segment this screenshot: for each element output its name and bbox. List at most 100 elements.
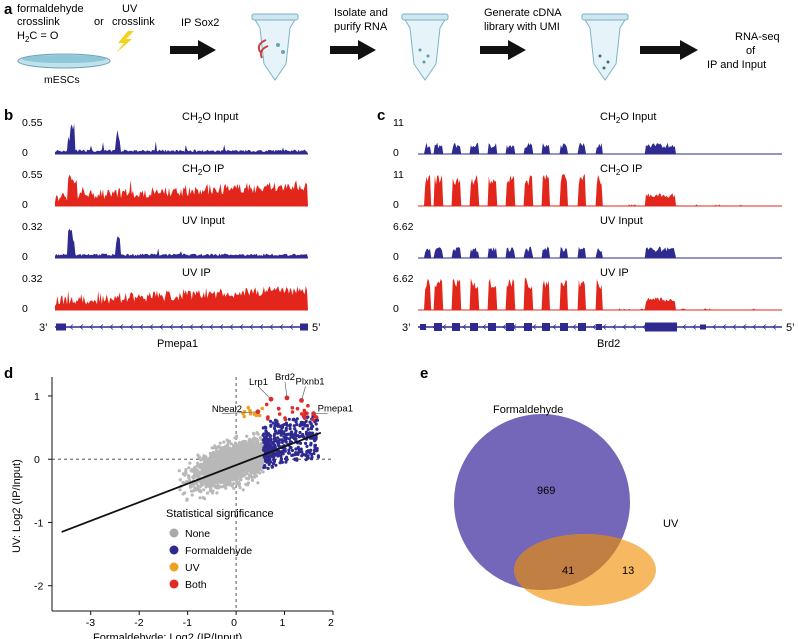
y-tick-label: 1	[34, 391, 40, 403]
gene-label-nbeal2: Nbeal2	[212, 404, 242, 415]
venn-count-uv-only: 13	[622, 565, 634, 577]
track-2: UV Input 0.32 0	[22, 215, 308, 263]
track-ymin: 0	[22, 147, 28, 159]
track-3: UV IP 6.62 0	[393, 267, 782, 315]
or-text: or	[94, 16, 104, 28]
track-ymin: 0	[393, 251, 399, 263]
arrow-4-icon	[640, 40, 698, 60]
track-1: CH2O IP 0.55 0	[22, 163, 308, 211]
track-2: UV Input 6.62 0	[393, 215, 782, 263]
y-tick-label: 0	[34, 454, 40, 466]
x-tick-label: -1	[183, 617, 192, 629]
arrow-3-icon	[480, 40, 526, 60]
gene-name: Brd2	[597, 338, 620, 350]
step-3-line-2: library with UMI	[484, 21, 560, 33]
panel-b-tracks: CH2O Input 0.55 0 CH2O IP 0.55 0 UV Input 0.32 0…	[22, 111, 321, 350]
track-title: UV Input	[600, 215, 643, 227]
x-tick-label: 1	[280, 617, 286, 629]
legend-entry-formaldehyde: Formaldehyde	[185, 545, 252, 557]
track-title: UV IP	[182, 267, 211, 279]
gene-label-plxnb1: Plxnb1	[296, 376, 325, 387]
venn-diagram: Formaldehyde UV 969 41 13	[454, 404, 679, 606]
track-ymin: 0	[22, 251, 28, 263]
uv-line-2: crosslink	[112, 16, 155, 28]
track-signal	[55, 123, 308, 154]
step-1-line-1: IP Sox2	[181, 17, 219, 29]
legend-swatch-none	[169, 528, 179, 538]
track-ymax: 6.62	[393, 273, 414, 285]
scatter-plot: -3 -2 -1 0 1 2 -2 -1 0 1 Formaldehyde: Log2 (IP/In…	[11, 372, 353, 639]
three-prime-label: 3’	[402, 322, 411, 334]
track-ymin: 0	[393, 199, 399, 211]
cells-label: mESCs	[44, 74, 80, 86]
formaldehyde-line-1: formaldehyde	[17, 3, 84, 15]
track-ymax: 0.32	[22, 221, 43, 233]
three-prime-label: 3’	[39, 322, 48, 334]
track-ymax: 0.55	[22, 169, 43, 181]
step-3-line-1: Generate cDNA	[484, 7, 562, 19]
track-title: UV Input	[182, 215, 225, 227]
panel-e-label: e	[420, 365, 428, 382]
formaldehyde-line-2: crosslink	[17, 16, 60, 28]
legend-swatch-both	[169, 579, 179, 589]
track-ymin: 0	[393, 147, 399, 159]
track-title: UV IP	[600, 267, 629, 279]
lightning-bolt-icon	[116, 31, 134, 53]
track-ymax: 6.62	[393, 221, 414, 233]
track-title: CH2O Input	[182, 111, 238, 125]
point-cloud	[177, 402, 320, 502]
track-ymin: 0	[393, 303, 399, 315]
regression-line	[61, 431, 322, 533]
track-signal	[55, 228, 308, 258]
tube-3-icon	[581, 13, 629, 81]
x-axis-label: Formaldehyde: Log2 (IP/Input)	[93, 632, 242, 639]
track-ymin: 0	[22, 303, 28, 315]
track-ymin: 0	[22, 199, 28, 211]
gene-model	[418, 322, 782, 332]
legend-swatch-formaldehyde	[169, 545, 179, 555]
track-signal	[55, 285, 308, 310]
step-2-line-1: Isolate and	[334, 7, 388, 19]
legend-title: Statistical significance	[166, 508, 274, 520]
petri-dish-medium	[22, 55, 106, 63]
five-prime-label: 5’	[312, 322, 321, 334]
panel-b-label: b	[4, 107, 13, 124]
x-tick-label: -3	[86, 617, 95, 629]
arrow-1-icon	[170, 40, 216, 60]
legend-entry-both: Both	[185, 579, 207, 591]
step-4-line-2: of	[746, 45, 756, 57]
panel-d-label: d	[4, 365, 13, 382]
venn-overlap	[514, 534, 622, 590]
venn-label-formaldehyde: Formaldehyde	[493, 404, 563, 416]
venn-count-both: 41	[562, 565, 574, 577]
track-ymax: 0.32	[22, 273, 43, 285]
track-ymax: 0.55	[22, 117, 43, 129]
venn-label-uv: UV	[663, 518, 679, 530]
arrow-2-icon	[330, 40, 376, 60]
y-axis-label: UV: Log2 (IP/Input)	[11, 459, 23, 553]
track-0: CH2O Input 11 0	[393, 111, 782, 159]
gene-model	[55, 323, 308, 331]
track-0: CH2O Input 0.55 0	[22, 111, 308, 159]
x-tick-label: 0	[231, 617, 237, 629]
scatter-legend: Statistical significance None Formaldehyde…	[166, 508, 274, 591]
venn-count-formaldehyde-only: 969	[537, 485, 555, 497]
five-prime-label: 5’	[786, 322, 795, 334]
legend-entry-uv: UV	[185, 562, 200, 574]
track-signal	[55, 174, 308, 206]
gene-label-lrp1: Lrp1	[249, 377, 268, 388]
gene-name: Pmepa1	[157, 338, 198, 350]
track-signal	[418, 278, 782, 310]
x-tick-label: 2	[328, 617, 334, 629]
panel-a-label: a	[4, 1, 13, 18]
legend-entry-none: None	[185, 528, 210, 540]
uv-line-1: UV	[122, 3, 138, 15]
track-signal	[418, 246, 782, 258]
track-ymax: 11	[393, 169, 404, 181]
step-2-line-2: purify RNA	[334, 21, 388, 33]
track-title: CH2O IP	[600, 163, 642, 177]
gene-label-pmepa1: Pmepa1	[318, 404, 353, 415]
gene-label-brd2: Brd2	[275, 372, 295, 383]
